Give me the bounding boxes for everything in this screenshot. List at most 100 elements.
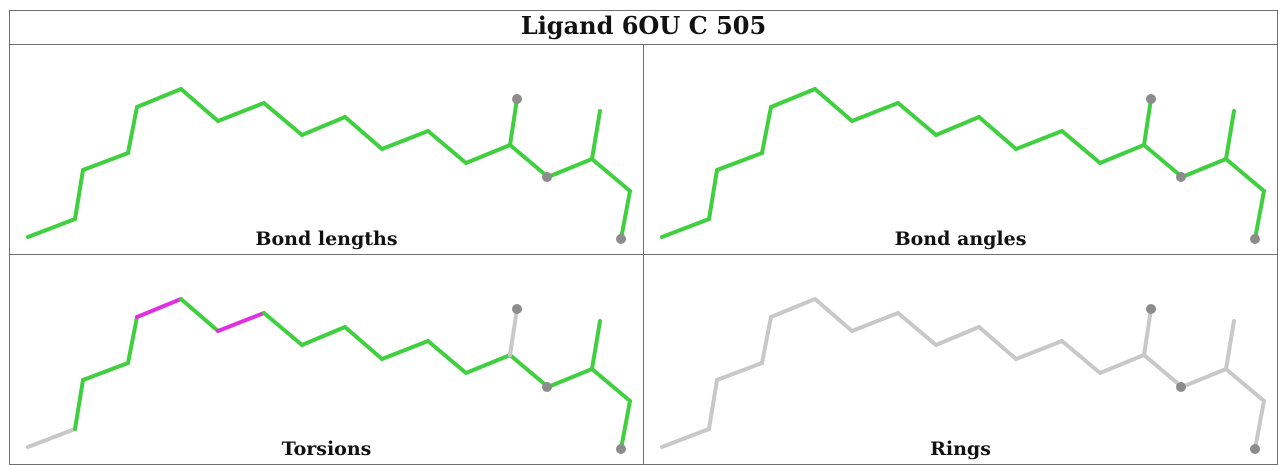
ligand-title: Ligand 6OU C 505 (9, 10, 1278, 45)
atom-sphere-0 (1146, 304, 1156, 314)
validation-table: Ligand 6OU C 505 Bond lengths Bond angle… (9, 10, 1278, 465)
bond-main-2 (81, 151, 130, 172)
caption-rings: Rings (930, 438, 991, 460)
atom-sphere-1 (542, 382, 552, 392)
bond-main-8 (934, 115, 981, 137)
bond-branch-0 (1142, 307, 1153, 357)
bond-main-14 (546, 367, 594, 389)
bond-branch-2 (590, 157, 632, 193)
bond-branch-2 (1224, 157, 1266, 193)
molecule-bond-lengths (26, 87, 632, 244)
bond-main-8 (300, 325, 347, 347)
bond-branch-3 (1253, 189, 1266, 241)
molecule-torsions (26, 297, 632, 454)
bond-main-5 (813, 87, 854, 123)
bond-main-4 (135, 297, 183, 319)
bond-main-4 (135, 87, 183, 109)
bond-main-1 (73, 168, 85, 221)
bond-main-9 (977, 115, 1018, 151)
bond-main-10 (380, 129, 430, 151)
bond-main-13 (1142, 143, 1184, 179)
bond-main-1 (73, 378, 85, 431)
atom-sphere-2 (1250, 444, 1260, 454)
bond-branch-3 (1253, 399, 1266, 451)
bond-branch-2 (1224, 367, 1266, 403)
bond-main-11 (1060, 339, 1102, 375)
bond-branch-1 (1224, 319, 1236, 371)
bond-main-9 (343, 325, 384, 361)
bond-main-3 (126, 315, 139, 365)
atom-sphere-2 (616, 444, 626, 454)
bond-main-14 (1180, 157, 1228, 179)
molecule-rings (660, 297, 1266, 454)
atom-sphere-1 (1176, 382, 1186, 392)
atom-sphere-1 (1176, 172, 1186, 182)
bond-main-1 (707, 168, 719, 221)
atom-sphere-1 (542, 172, 552, 182)
bond-main-0 (660, 217, 711, 239)
atom-sphere-0 (512, 94, 522, 104)
bond-main-11 (426, 129, 468, 165)
bond-main-6 (216, 101, 266, 123)
bond-main-5 (179, 297, 220, 333)
bond-branch-3 (619, 399, 632, 451)
caption-bond-lengths: Bond lengths (255, 228, 398, 250)
bond-main-12 (464, 353, 512, 375)
bond-main-13 (508, 143, 550, 179)
bond-main-11 (426, 339, 468, 375)
panel-bond-angles: Bond angles (643, 44, 1278, 255)
bond-main-12 (1098, 353, 1146, 375)
bond-branch-2 (590, 367, 632, 403)
bond-branch-0 (508, 97, 519, 147)
bond-main-10 (1014, 129, 1064, 151)
bond-main-8 (934, 325, 981, 347)
bond-main-14 (546, 157, 594, 179)
bond-main-2 (715, 151, 764, 172)
bond-main-6 (850, 311, 900, 333)
bond-main-9 (343, 115, 384, 151)
bond-main-3 (760, 105, 773, 155)
bond-main-3 (760, 315, 773, 365)
atom-sphere-0 (512, 304, 522, 314)
caption-torsions: Torsions (281, 438, 372, 460)
molecule-bond-angles (660, 87, 1266, 244)
bond-branch-3 (619, 189, 632, 241)
bond-branch-1 (590, 109, 602, 161)
bond-main-6 (216, 311, 266, 333)
atom-sphere-2 (1250, 234, 1260, 244)
bond-main-4 (769, 87, 817, 109)
bond-branch-1 (1224, 109, 1236, 161)
atom-sphere-0 (1146, 94, 1156, 104)
bond-main-5 (813, 297, 854, 333)
bond-main-3 (126, 105, 139, 155)
bond-main-0 (26, 427, 77, 449)
caption-bond-angles: Bond angles (894, 228, 1027, 250)
bond-main-2 (715, 361, 764, 382)
bond-main-9 (977, 325, 1018, 361)
bond-main-0 (26, 217, 77, 239)
bond-main-13 (1142, 353, 1184, 389)
bond-branch-1 (590, 319, 602, 371)
bond-main-10 (1014, 339, 1064, 361)
bond-main-1 (707, 378, 719, 431)
bond-main-7 (262, 101, 304, 137)
panel-rings: Rings (643, 254, 1278, 465)
atom-sphere-2 (616, 234, 626, 244)
bond-main-7 (262, 311, 304, 347)
bond-main-0 (660, 427, 711, 449)
bond-main-7 (896, 101, 938, 137)
bond-main-2 (81, 361, 130, 382)
bond-main-10 (380, 339, 430, 361)
bond-main-12 (464, 143, 512, 165)
bond-main-14 (1180, 367, 1228, 389)
panel-torsions: Torsions (9, 254, 644, 465)
bond-main-4 (769, 297, 817, 319)
bond-main-12 (1098, 143, 1146, 165)
bond-main-13 (508, 353, 550, 389)
bond-main-5 (179, 87, 220, 123)
panel-bond-lengths: Bond lengths (9, 44, 644, 255)
bond-main-6 (850, 101, 900, 123)
bond-main-11 (1060, 129, 1102, 165)
bond-branch-0 (1142, 97, 1153, 147)
